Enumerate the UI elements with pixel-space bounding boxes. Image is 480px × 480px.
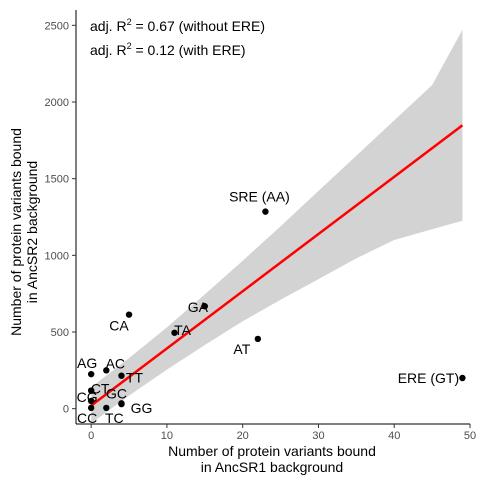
annotation-line-1: adj. R2 = 0.67 (without ERE) — [90, 17, 265, 34]
annotation-r2: adj. R2 = 0.67 (without ERE) adj. R2 = 0… — [90, 17, 265, 58]
point-label-ag: AG — [77, 355, 97, 371]
point-label-tt: TT — [126, 370, 144, 386]
y-axis: 0 500 1000 1500 2000 2500 — [45, 10, 77, 424]
data-point-at — [254, 335, 262, 343]
points-layer — [87, 208, 466, 412]
data-point-cc — [87, 404, 95, 412]
x-tick-label: 50 — [464, 430, 476, 442]
point-label-cg: CG — [77, 389, 98, 405]
y-tick-label: 2500 — [45, 20, 69, 32]
point-label-gc: GC — [106, 385, 127, 401]
y-axis-title: Number of protein variants bound in AncS… — [8, 128, 40, 336]
y-tick-label: 1000 — [45, 250, 69, 262]
data-point-tc — [103, 404, 110, 412]
point-label-sre-aa: SRE (AA) — [229, 189, 290, 205]
x-axis-title-line-2: in AncSR1 background — [201, 459, 343, 475]
annotation-1-sup: 2 — [127, 17, 132, 27]
x-tick-label: 0 — [88, 430, 94, 442]
y-axis-title-line-1: Number of protein variants bound — [8, 128, 24, 336]
data-point-ac — [103, 367, 110, 374]
data-point-tt — [118, 372, 125, 379]
annotation-1-prefix: adj. R — [90, 18, 127, 34]
confidence-band — [91, 29, 463, 424]
data-point-ere-gt — [459, 374, 466, 382]
x-tick-label: 10 — [161, 430, 173, 442]
point-label-gg: GG — [131, 400, 153, 416]
point-label-ga: GA — [188, 299, 209, 315]
y-tick-label: 500 — [51, 327, 69, 339]
data-point-sre-aa — [262, 208, 269, 215]
y-ticks: 0 500 1000 1500 2000 2500 — [45, 20, 76, 416]
data-point-ca — [125, 311, 133, 318]
x-axis: 0 10 20 30 40 50 — [76, 423, 476, 442]
data-point-ct — [87, 387, 95, 394]
point-label-at: AT — [233, 341, 250, 357]
data-point-ta — [171, 329, 178, 336]
x-tick-label: 40 — [388, 430, 400, 442]
y-tick-label: 2000 — [45, 97, 69, 109]
point-label-ac: AC — [106, 355, 125, 371]
point-label-ct: CT — [91, 381, 110, 397]
y-axis-title-line-2: in AncSR2 background — [24, 161, 40, 303]
data-point-cg — [87, 397, 95, 405]
point-label-ta: TA — [174, 322, 192, 338]
point-label-ere-gt: ERE (GT) — [398, 370, 459, 386]
point-label-cc: CC — [77, 410, 97, 426]
point-label-ca: CA — [109, 318, 129, 334]
regression-line — [90, 124, 464, 407]
point-label-tc: TC — [105, 410, 124, 426]
y-tick-label: 0 — [63, 404, 69, 416]
annotation-2-sup: 2 — [127, 41, 132, 51]
x-ticks: 0 10 20 30 40 50 — [88, 424, 476, 442]
annotation-2-prefix: adj. R — [90, 42, 127, 58]
annotation-line-2: adj. R2 = 0.12 (with ERE) — [90, 41, 246, 58]
data-point-ag — [87, 370, 95, 378]
x-tick-label: 30 — [312, 430, 324, 442]
annotation-2-suffix: = 0.12 (with ERE) — [132, 42, 246, 58]
data-point-ga — [201, 303, 209, 310]
y-tick-label: 1500 — [45, 174, 69, 186]
x-axis-title: Number of protein variants bound in AncS… — [168, 443, 376, 475]
annotation-1-suffix: = 0.67 (without ERE) — [132, 18, 265, 34]
x-tick-label: 20 — [237, 430, 249, 442]
data-point-gg — [118, 400, 125, 408]
x-axis-title-line-1: Number of protein variants bound — [168, 443, 376, 459]
